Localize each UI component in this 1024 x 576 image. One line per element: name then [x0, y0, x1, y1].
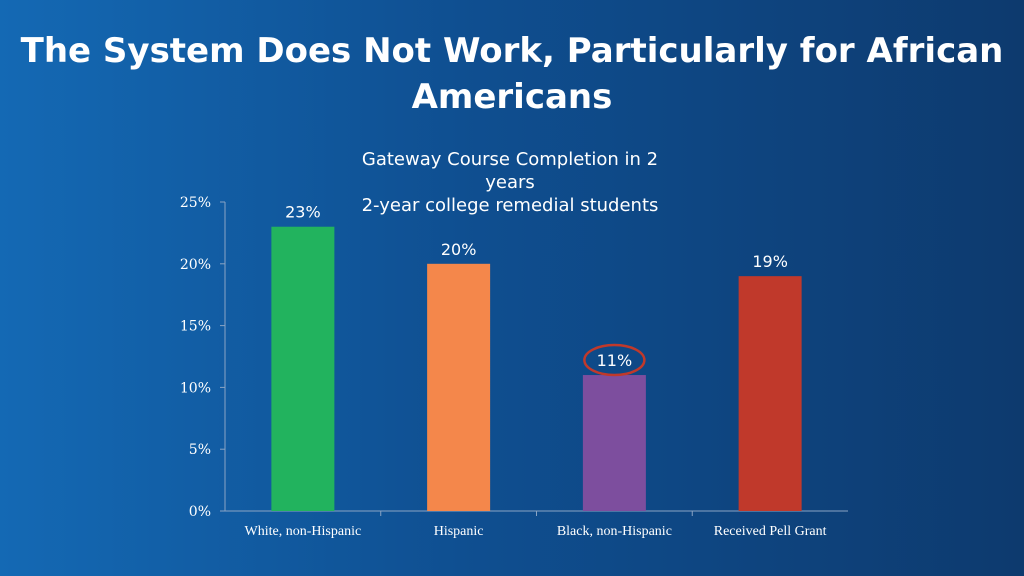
x-tick-label: Black, non-Hispanic [557, 524, 672, 539]
slide-title: The System Does Not Work, Particularly f… [20, 31, 1004, 117]
x-tick-label: Received Pell Grant [714, 524, 827, 539]
y-tick-label: 15% [180, 319, 211, 335]
y-tick-label: 10% [180, 380, 211, 396]
data-label: 11% [597, 351, 633, 370]
y-tick-label: 20% [180, 257, 211, 273]
x-tick-label: Hispanic [434, 524, 484, 539]
data-label: 20% [441, 240, 477, 259]
chart-title-line-3: 2-year college remedial students [361, 195, 659, 216]
data-label: 19% [752, 252, 788, 271]
data-label: 23% [285, 203, 321, 222]
bar [271, 226, 335, 511]
y-tick-label: 25% [180, 195, 211, 211]
bar [427, 263, 491, 511]
y-tick-label: 0% [189, 504, 211, 520]
chart-title-line-2: years [485, 172, 535, 193]
bar [582, 375, 646, 511]
y-tick-label: 5% [189, 442, 211, 458]
chart-title-line-1: Gateway Course Completion in 2 [361, 149, 659, 170]
highlight-circle [583, 343, 646, 377]
chart-title: Gateway Course Completion in 2 years 2-y… [310, 148, 710, 217]
bar [738, 276, 802, 511]
x-tick-label: White, non-Hispanic [245, 524, 362, 539]
